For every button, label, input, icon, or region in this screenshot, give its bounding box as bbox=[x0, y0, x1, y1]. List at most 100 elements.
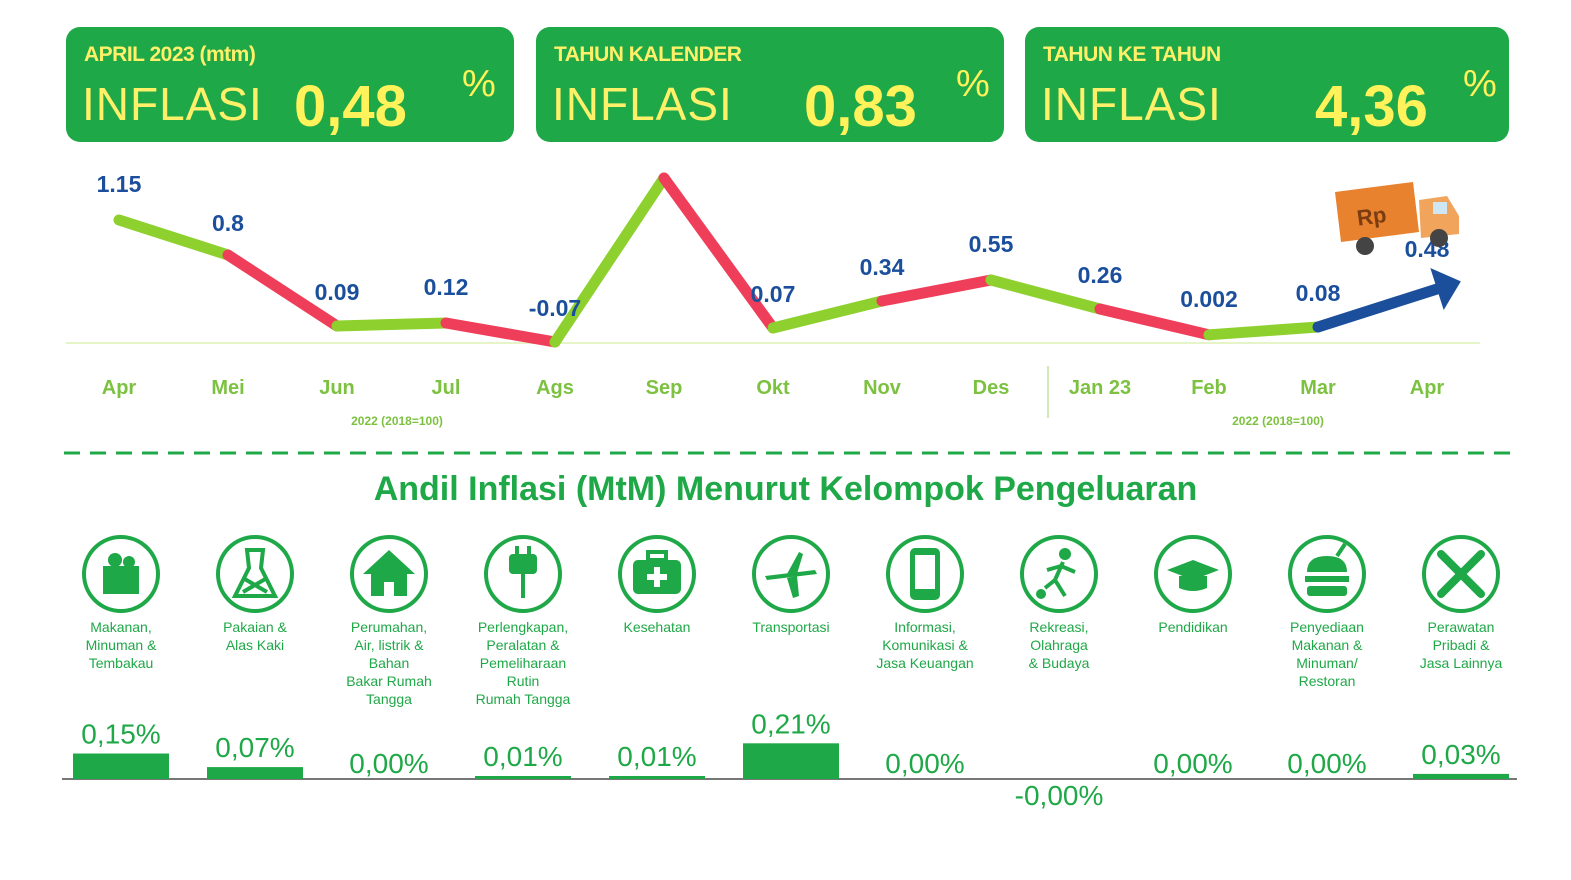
mtm-card-label: INFLASI bbox=[82, 78, 263, 130]
line-segment bbox=[1312, 283, 1443, 333]
bar bbox=[207, 767, 303, 779]
cap-base bbox=[1179, 576, 1207, 591]
bar bbox=[73, 753, 169, 779]
category-label: Air, listrik & bbox=[354, 637, 424, 653]
yoy-card-label: INFLASI bbox=[1041, 78, 1222, 130]
bar bbox=[475, 776, 571, 779]
bar-value-label: 0,07% bbox=[215, 732, 294, 763]
line-segment bbox=[1094, 303, 1215, 341]
x-tick-label: Jun bbox=[319, 377, 355, 399]
grocery-bag-icon bbox=[82, 535, 160, 613]
category-label: Jasa Keuangan bbox=[876, 655, 973, 671]
x-tick-label: Nov bbox=[863, 377, 902, 399]
category-label: Pakaian & bbox=[223, 619, 287, 635]
data-label: 0.55 bbox=[969, 231, 1014, 257]
x-tick-label: Des bbox=[973, 377, 1010, 399]
truck-window bbox=[1433, 202, 1447, 214]
bar-value-label: 0,00% bbox=[1153, 748, 1232, 779]
bar-value-label: 0,00% bbox=[885, 748, 964, 779]
truck-wheel bbox=[1356, 237, 1374, 255]
bar-value-label: -0,00% bbox=[1015, 780, 1104, 811]
category-label: Minuman/ bbox=[1296, 655, 1358, 671]
data-label: 0.002 bbox=[1180, 286, 1238, 312]
screwdriver bbox=[1437, 550, 1485, 598]
wing bbox=[787, 552, 803, 574]
category-label: Makanan & bbox=[1292, 637, 1363, 653]
bag-body bbox=[103, 566, 139, 594]
category-label: Pribadi & bbox=[1433, 637, 1490, 653]
ball bbox=[1036, 589, 1046, 599]
x-tick-label: Mei bbox=[211, 377, 244, 399]
fast-food-icon bbox=[1288, 535, 1366, 613]
contribution-chart-title: Andil Inflasi (MtM) Menurut Kelompok Pen… bbox=[373, 470, 1198, 508]
category-label: Rutin bbox=[507, 673, 540, 689]
category-label: Minuman & bbox=[86, 637, 157, 653]
bar-value-label: 0,00% bbox=[349, 748, 428, 779]
x-tick-label: Okt bbox=[756, 377, 790, 399]
tools-icon bbox=[1422, 535, 1500, 613]
line-segment bbox=[767, 295, 888, 334]
period-note: 2022 (2018=100) bbox=[1232, 414, 1324, 428]
dress-icon bbox=[216, 535, 294, 613]
data-label: 1.15 bbox=[97, 171, 142, 197]
bar bbox=[609, 776, 705, 779]
mtm-card-subtitle: APRIL 2023 (mtm) bbox=[84, 43, 256, 66]
bar-value-label: 0,21% bbox=[751, 708, 830, 739]
x-tick-label: Apr bbox=[102, 377, 137, 399]
category-label: Rekreasi, bbox=[1029, 619, 1088, 635]
bun-top bbox=[1307, 556, 1347, 572]
data-label: 0.08 bbox=[1296, 280, 1341, 306]
category-label: Penyediaan bbox=[1290, 619, 1364, 635]
x-tick-label: Mar bbox=[1300, 377, 1336, 399]
calendar-card-percent: % bbox=[956, 63, 990, 105]
truck-label: Rp bbox=[1355, 202, 1388, 231]
roof bbox=[363, 550, 415, 574]
period-note: 2022 (2018=100) bbox=[351, 414, 443, 428]
monthly-inflation-line-chart: 1.15Apr0.8Mei0.09Jun0.12Jul-0.07Ags1.57S… bbox=[66, 171, 1480, 428]
line-segment bbox=[440, 317, 561, 348]
icon-circle bbox=[1288, 535, 1366, 613]
plug-body bbox=[509, 554, 537, 574]
x-tick-label: Jul bbox=[432, 377, 461, 399]
phone-screen bbox=[915, 555, 935, 589]
category-label: Olahraga bbox=[1030, 637, 1088, 653]
category-label: Pemeliharaan bbox=[480, 655, 566, 671]
produce bbox=[123, 556, 135, 568]
kit-handle bbox=[646, 550, 668, 562]
plug-icon bbox=[484, 535, 562, 613]
trend-arrowhead bbox=[1430, 268, 1461, 310]
x-tick-label: Jan 23 bbox=[1069, 377, 1131, 399]
category-label: Pendidikan bbox=[1158, 619, 1227, 635]
bar-value-label: 0,00% bbox=[1287, 748, 1366, 779]
line-segment bbox=[1203, 321, 1324, 341]
straw bbox=[1335, 542, 1347, 558]
bar bbox=[1413, 773, 1509, 779]
yoy-card-subtitle: TAHUN KE TAHUN bbox=[1043, 43, 1221, 66]
data-label: 0.8 bbox=[212, 210, 244, 236]
category-label: Makanan, bbox=[90, 619, 151, 635]
category-label: Peralatan & bbox=[486, 637, 560, 653]
category-label: Bakar Rumah bbox=[346, 673, 432, 689]
wing bbox=[787, 576, 799, 598]
bar-value-label: 0,15% bbox=[81, 719, 160, 750]
category-label: Tangga bbox=[366, 691, 412, 707]
football-player-icon bbox=[1020, 535, 1098, 613]
dress-pattern bbox=[241, 576, 269, 594]
cross-h bbox=[647, 574, 667, 580]
bar bbox=[743, 743, 839, 779]
bun-bottom bbox=[1307, 586, 1347, 596]
category-label: Alas Kaki bbox=[226, 637, 284, 653]
bar-value-label: 0,03% bbox=[1421, 739, 1500, 770]
produce bbox=[108, 553, 122, 567]
calendar-card-label: INFLASI bbox=[552, 78, 733, 130]
bar-value-label: 0,01% bbox=[483, 741, 562, 772]
truck-wheel bbox=[1430, 229, 1448, 247]
bar-value-label: 0,01% bbox=[617, 741, 696, 772]
category-label: Tembakau bbox=[89, 655, 154, 671]
calendar-card-value: 0,83 bbox=[804, 74, 917, 139]
fuselage bbox=[765, 570, 817, 580]
mtm-card-percent: % bbox=[462, 63, 496, 105]
line-segment bbox=[985, 274, 1106, 315]
category-label: Perlengkapan, bbox=[478, 619, 568, 635]
smartphone-icon bbox=[886, 535, 964, 613]
